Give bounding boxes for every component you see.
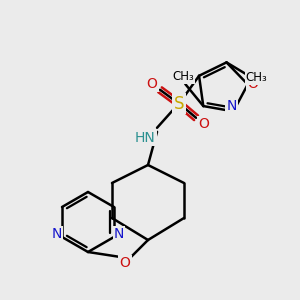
Text: N: N	[114, 227, 124, 241]
Text: HN: HN	[135, 131, 155, 145]
Text: O: O	[147, 77, 158, 91]
Text: CH₃: CH₃	[172, 70, 194, 83]
Text: CH₃: CH₃	[246, 71, 267, 84]
Text: N: N	[52, 227, 62, 241]
Text: N: N	[226, 99, 237, 113]
Text: O: O	[247, 77, 258, 92]
Text: S: S	[174, 95, 184, 113]
Text: O: O	[120, 256, 130, 270]
Text: O: O	[199, 117, 209, 131]
